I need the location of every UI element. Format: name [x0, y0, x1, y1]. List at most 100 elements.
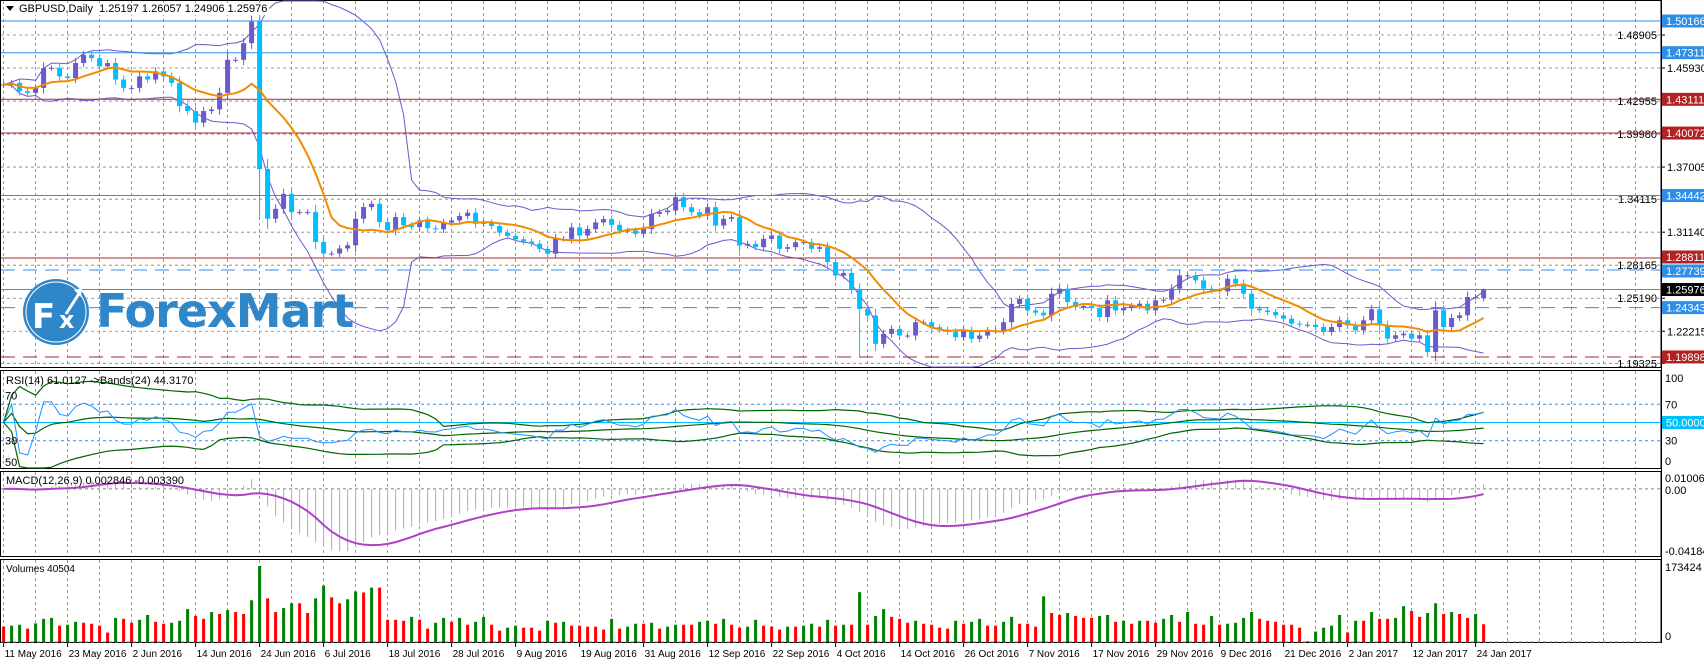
date-label: 9 Dec 2016: [1221, 649, 1273, 660]
candle: [865, 305, 871, 320]
macd-axis-label: 0.01006: [1665, 473, 1704, 485]
candle: [505, 229, 511, 240]
candle: [1433, 301, 1439, 361]
candle-body: [41, 68, 47, 88]
candle-body: [513, 235, 519, 240]
candle-body: [57, 68, 63, 77]
candle: [353, 212, 359, 253]
forexmart-logo-icon: F x: [23, 279, 89, 345]
candle: [1129, 302, 1135, 312]
candle: [129, 85, 135, 91]
candle: [473, 208, 479, 229]
candle-body: [929, 322, 935, 328]
price-level-box: [1662, 301, 1704, 315]
candle: [577, 223, 583, 240]
candle-body: [321, 241, 327, 254]
candle: [769, 232, 775, 243]
date-label: 2 Jan 2017: [1349, 649, 1399, 660]
candle-body: [617, 224, 623, 231]
candle: [25, 88, 31, 96]
candle: [1105, 295, 1111, 323]
candle: [441, 218, 447, 234]
candle-body: [129, 87, 135, 89]
candle-body: [1289, 318, 1295, 324]
candle-body: [201, 111, 207, 123]
candle-body: [865, 308, 871, 316]
price-level-box: [1662, 14, 1704, 28]
candle: [273, 204, 279, 224]
candle-body: [153, 71, 159, 80]
candle: [881, 329, 887, 349]
candle-body: [1, 84, 7, 86]
candle: [1393, 332, 1399, 342]
rsi-axis-label: 70: [1665, 399, 1677, 411]
candle: [1337, 316, 1343, 331]
candle: [1249, 288, 1255, 314]
candle-body: [761, 238, 767, 248]
candle-body: [697, 212, 703, 216]
candle-body: [753, 243, 759, 248]
candle: [489, 219, 495, 230]
candle: [913, 317, 919, 341]
candle-body: [961, 330, 967, 338]
candle-body: [1185, 275, 1191, 277]
rsi-band-lower: [3, 422, 1484, 469]
candle: [1041, 309, 1047, 319]
candle-body: [89, 54, 95, 59]
candle: [113, 57, 119, 85]
candle: [1161, 296, 1167, 304]
candle-body: [1057, 288, 1063, 294]
candle: [433, 225, 439, 233]
candle: [737, 210, 743, 253]
date-label: 12 Sep 2016: [709, 649, 766, 660]
candle-body: [1273, 311, 1279, 316]
candle-body: [665, 210, 671, 213]
candle-body: [809, 242, 815, 249]
candle: [1297, 320, 1303, 328]
price-level-label: 1.19898: [1666, 352, 1704, 364]
candle: [1153, 296, 1159, 315]
candle-body: [97, 58, 103, 67]
price-tick-label: 1.25190: [1617, 293, 1657, 305]
candle-body: [1033, 310, 1039, 313]
candle: [1329, 323, 1335, 336]
candle-body: [1241, 283, 1247, 294]
macd-indicator-label: MACD(12,26,9) 0.002846 -0.003390: [6, 475, 184, 487]
candle-body: [1337, 320, 1343, 327]
candle-body: [769, 235, 775, 239]
rsi-level-label: 50.0000: [1666, 418, 1704, 430]
candle: [217, 87, 223, 115]
date-label: 11 May 2016: [5, 649, 63, 660]
candle-body: [873, 315, 879, 344]
candle-body: [281, 193, 287, 209]
candle-body: [1465, 297, 1471, 316]
candle-body: [593, 222, 599, 230]
dropdown-triangle-icon[interactable]: [6, 6, 14, 11]
candle: [1177, 270, 1183, 294]
candle-body: [1281, 315, 1287, 319]
svg-text:x: x: [59, 306, 75, 334]
candle-body: [1089, 306, 1095, 309]
candle-body: [585, 229, 591, 236]
price-level-box: [1662, 264, 1704, 278]
candle-body: [1041, 312, 1047, 316]
candle: [1425, 330, 1431, 358]
date-label: 26 Oct 2016: [965, 649, 1020, 660]
candle-body: [401, 217, 407, 226]
rsi-line: [3, 401, 1484, 456]
candle: [145, 73, 151, 83]
candle: [1169, 284, 1175, 305]
price-tick-label: 1.28165: [1617, 260, 1657, 272]
candle-body: [681, 197, 687, 208]
candle-body: [113, 63, 119, 80]
candle: [1313, 321, 1319, 331]
candle-body: [745, 243, 751, 246]
candle-body: [1345, 320, 1351, 326]
candle: [97, 54, 103, 71]
candle: [593, 218, 599, 233]
candle: [393, 212, 399, 236]
price-level-box: [1662, 46, 1704, 60]
price-level-box: [1662, 250, 1704, 264]
price-tick-label: 1.34115: [1618, 194, 1657, 206]
